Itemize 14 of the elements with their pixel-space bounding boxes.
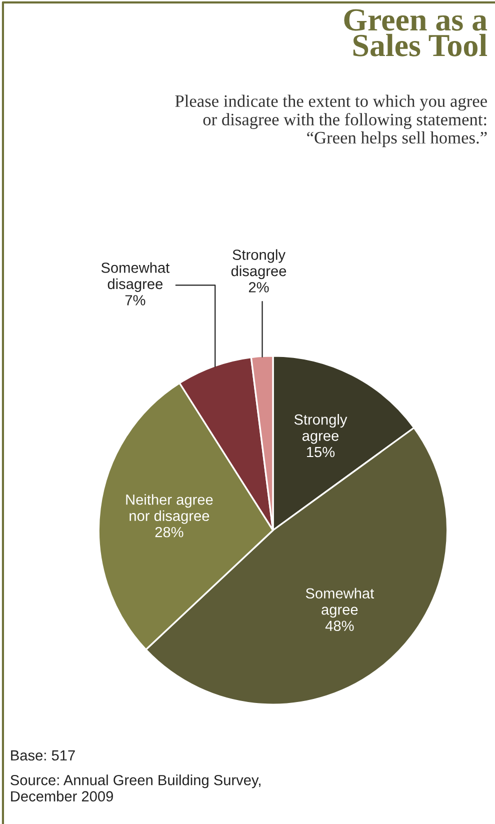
slice-label: Strongly disagree [231,249,286,280]
data-label: 15% [307,446,335,458]
slice-label: Somewhat agree [306,588,374,618]
slice-label: Somewhat disagree [101,262,170,292]
source-note: Source: Annual Green Building Survey, December 2009 [10,774,260,802]
text: Base: 517 [11,750,75,761]
data-label: 48% [325,620,354,631]
data-label: 28% [155,526,184,538]
slice-label: Neither agree nor disagree [126,494,213,524]
slice-label: Strongly agree [294,414,348,444]
chart-subtitle: Please indicate the extent to which you agree or disagree with the following statement: “Green helps sell homes.” [175,94,487,148]
data-label: 7% [125,295,146,306]
chart-title: Green as a Sales Tool [344,9,488,56]
data-label: 2% [248,282,269,292]
